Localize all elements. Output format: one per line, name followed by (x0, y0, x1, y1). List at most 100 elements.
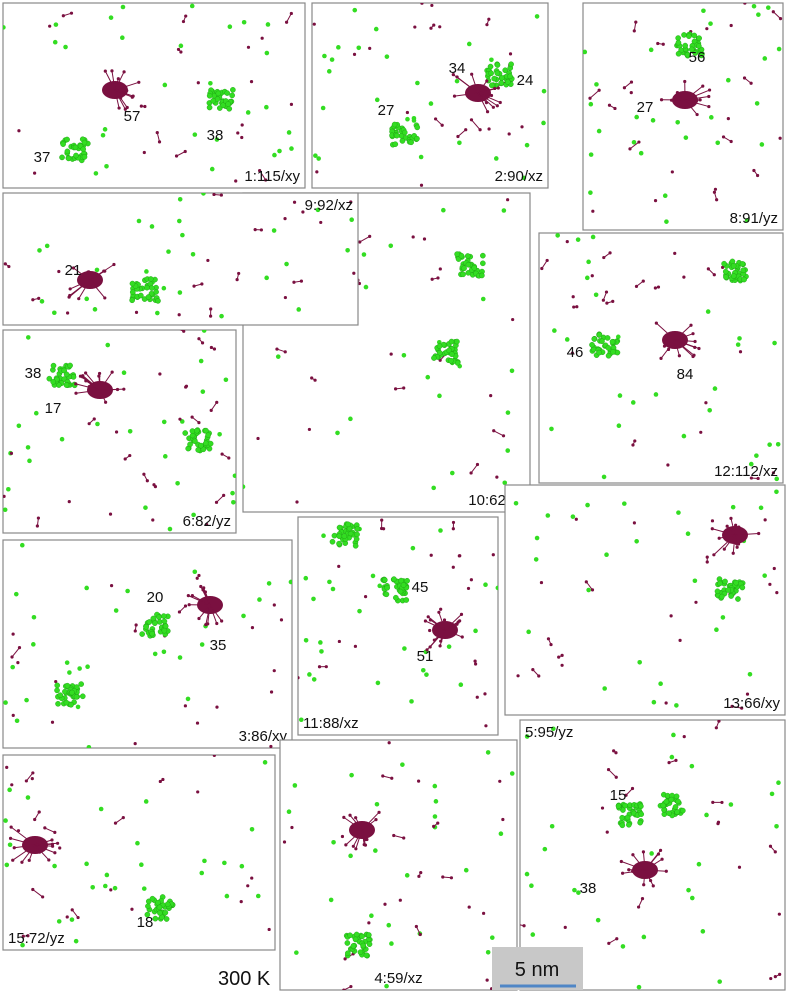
green-dot (596, 128, 602, 134)
maroon-dot (97, 374, 101, 378)
green-cluster-dot (73, 152, 79, 159)
bond (68, 279, 91, 298)
bond (644, 850, 661, 871)
bond (674, 339, 680, 356)
maroon-dot (5, 765, 9, 769)
green-dot (705, 309, 711, 314)
maroon-dot (9, 825, 13, 829)
maroon-dot (292, 200, 297, 204)
bond (204, 591, 211, 606)
green-dot (348, 853, 353, 859)
bond (429, 629, 446, 648)
maroon-dot (24, 779, 28, 783)
maroon-dot (259, 228, 263, 232)
green-dot (583, 49, 588, 55)
bond (75, 383, 101, 391)
maroon-dot (53, 851, 57, 855)
maroon-dot (36, 516, 41, 520)
green-dot (192, 132, 198, 137)
green-dot (674, 703, 679, 708)
green-dot (331, 840, 336, 845)
green-dot (319, 649, 324, 654)
green-cluster-dot (461, 265, 467, 272)
maroon-dot (195, 721, 200, 725)
maroon-dot (50, 838, 54, 842)
panel-label: 8:91/yz (730, 210, 778, 227)
green-cluster-dot (161, 627, 168, 634)
maroon-dot (337, 639, 341, 644)
bond (621, 861, 646, 871)
maroon-dot (97, 371, 102, 376)
bond (644, 858, 663, 871)
maroon-dot (659, 356, 663, 360)
green-dot (509, 368, 515, 374)
green-dot (450, 470, 455, 476)
maroon-dot (197, 337, 201, 341)
maroon-dot (725, 524, 729, 528)
green-dot (700, 929, 706, 934)
green-dot (95, 421, 100, 427)
green-cluster-dot (350, 943, 357, 949)
maroon-dot (202, 586, 206, 590)
green-dot (585, 502, 590, 508)
maroon-dot (174, 154, 179, 158)
maroon-dot (442, 618, 447, 622)
green-cluster-dot (686, 33, 692, 40)
maroon-dot (134, 623, 138, 627)
green-dot (686, 887, 691, 893)
maroon-dot (654, 321, 658, 325)
maroon-dot (74, 382, 78, 386)
green-dot (121, 370, 127, 376)
maroon-dot (184, 385, 188, 389)
green-dot (3, 25, 6, 30)
green-cluster-dot (460, 271, 466, 278)
maroon-dot (11, 713, 15, 717)
green-dot (231, 499, 236, 505)
green-cluster-dot (479, 272, 485, 279)
green-dot (370, 573, 376, 579)
green-cluster-dot (414, 124, 421, 131)
cluster-size: 15 (610, 787, 627, 804)
green-dot (277, 148, 282, 154)
green-cluster-dot (210, 97, 217, 104)
green-cluster-dot (487, 63, 494, 70)
maroon-dot (310, 376, 314, 380)
green-dot (709, 115, 714, 120)
bond (772, 11, 781, 19)
green-dot (120, 35, 125, 40)
green-cluster-dot (344, 940, 351, 946)
green-dot (64, 660, 70, 665)
maroon-dot (342, 815, 346, 819)
green-dot (513, 500, 519, 506)
maroon-dot (292, 280, 296, 284)
green-dot (10, 664, 15, 670)
bond (114, 71, 125, 91)
maroon-dot (142, 150, 146, 155)
green-cluster-dot (341, 533, 348, 539)
green-dot (266, 581, 272, 586)
maroon-dot (272, 669, 276, 673)
maroon-dot (419, 183, 424, 187)
maroon-dot (16, 661, 20, 665)
green-dot (411, 115, 417, 121)
maroon-dot (729, 139, 733, 144)
bond (585, 581, 593, 591)
maroon-dot (417, 779, 421, 783)
maroon-dot (710, 519, 715, 523)
maroon-dot (74, 391, 78, 395)
bond (82, 375, 101, 391)
bond (477, 92, 498, 107)
green-dot (286, 130, 292, 135)
green-cluster-dot (65, 155, 72, 162)
green-cluster-dot (64, 136, 70, 143)
bond (541, 260, 548, 269)
green-dot (320, 105, 326, 111)
green-cluster-dot (681, 32, 687, 38)
green-dot (16, 423, 22, 429)
bond (719, 534, 736, 539)
bond (345, 829, 363, 846)
maroon-dot (377, 810, 381, 814)
green-dot (641, 934, 647, 940)
green-cluster-dot (449, 351, 455, 358)
green-dot (63, 44, 68, 50)
